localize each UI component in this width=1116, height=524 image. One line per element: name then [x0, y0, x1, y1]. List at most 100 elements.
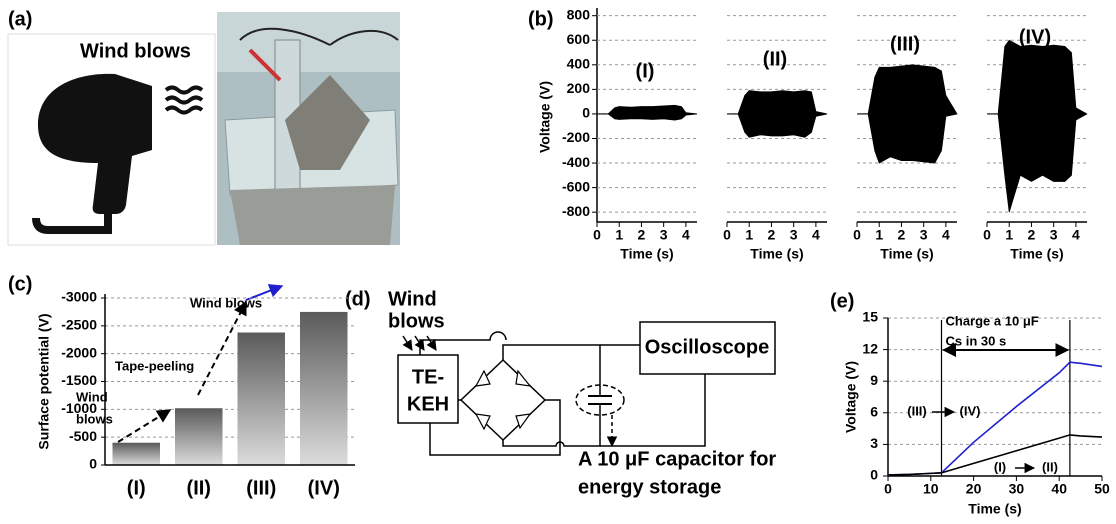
annotation: Charge a 10 μF	[946, 313, 1039, 328]
x-tick-label: 4	[1072, 227, 1080, 243]
x-tick-label: 1	[875, 227, 883, 243]
series-label: (I)	[994, 459, 1006, 474]
series-label: (II)	[1042, 459, 1058, 474]
signal-envelope	[987, 113, 1088, 213]
y-axis-label: Voltage (V)	[843, 361, 859, 433]
y-tick-label: -400	[562, 154, 590, 170]
x-axis-label: Time (s)	[750, 246, 803, 262]
bar	[237, 332, 285, 465]
x-tick-label: 0	[983, 227, 991, 243]
panel-label: (a)	[8, 8, 32, 30]
wind-waves	[164, 85, 204, 115]
x-tick-label: 2	[638, 227, 646, 243]
x-tick-label: 4	[942, 227, 950, 243]
x-tick-label: (II)	[187, 477, 211, 499]
x-tick-label: 40	[1051, 481, 1067, 497]
teh-box	[397, 354, 459, 424]
panel-sub-label: (I)	[636, 60, 655, 82]
x-tick-label: 0	[723, 227, 731, 243]
x-tick-label: 1	[1005, 227, 1013, 243]
x-axis-label: Time (s)	[880, 246, 933, 262]
wind-caption: Wind blows	[80, 40, 191, 62]
oscilloscope-label: Oscilloscope	[645, 336, 770, 358]
capacitor-highlight	[575, 384, 625, 416]
y-tick-label: -3000	[61, 289, 97, 305]
y-tick-label: 800	[567, 6, 591, 22]
annotation: Cs in 30 s	[946, 333, 1007, 348]
panel-sub-label: (II)	[763, 48, 787, 70]
signal-envelope	[727, 90, 828, 115]
wind-label: Wind	[388, 288, 437, 310]
y-tick-label: 0	[870, 467, 878, 483]
y-tick-label: 600	[567, 31, 591, 47]
x-tick-label: 4	[682, 227, 690, 243]
y-tick-label: 0	[582, 105, 590, 121]
y-axis-label: Voltage (V)	[537, 81, 553, 153]
y-tick-label: 9	[870, 372, 878, 388]
teh-label: KEH	[407, 393, 449, 415]
diodes	[474, 369, 532, 431]
capacitor-label: energy storage	[578, 476, 721, 498]
signal-envelope	[727, 113, 828, 138]
annotation: Tape-peeling	[115, 358, 194, 373]
bar	[175, 408, 223, 465]
x-tick-label: 2	[898, 227, 906, 243]
x-tick-label: 1	[745, 227, 753, 243]
x-axis-label: Time (s)	[620, 246, 673, 262]
x-tick-label: 3	[660, 227, 668, 243]
series-line	[887, 434, 1103, 476]
x-tick-label: (I)	[127, 477, 146, 499]
panel-label: (e)	[830, 290, 854, 312]
x-tick-label: 2	[1028, 227, 1036, 243]
x-tick-label: 2	[768, 227, 776, 243]
y-tick-label: 15	[862, 309, 878, 325]
panel-label: (d)	[345, 288, 371, 310]
x-tick-label: 3	[790, 227, 798, 243]
panel-a: Wind blows	[7, 12, 400, 246]
x-tick-label: 0	[853, 227, 861, 243]
y-tick-label: -1500	[61, 372, 97, 388]
dryer-cord	[32, 212, 112, 234]
series-label: (IV)	[960, 403, 981, 418]
y-tick-label: -1000	[61, 400, 97, 416]
signal-envelope	[987, 39, 1088, 115]
annotation: Wind	[76, 389, 108, 404]
y-tick-label: 6	[870, 404, 878, 420]
bar	[112, 442, 160, 465]
x-axis-label: Time (s)	[968, 501, 1021, 517]
panel-sub-label: (III)	[890, 33, 920, 55]
x-axis-label: Time (s)	[1010, 246, 1063, 262]
y-tick-label: 3	[870, 435, 878, 451]
y-tick-label: -2000	[61, 344, 97, 360]
capacitor-label: A 10 μF capacitor for	[578, 448, 776, 470]
x-tick-label: (III)	[246, 477, 276, 499]
circuit-wires	[419, 331, 706, 456]
x-tick-label: 3	[920, 227, 928, 243]
x-tick-label: 30	[1009, 481, 1025, 497]
hair-dryer	[38, 73, 152, 214]
teh-label: TE-	[412, 366, 444, 388]
x-tick-label: 20	[966, 481, 982, 497]
y-tick-label: 0	[89, 456, 97, 472]
annotation: Wind blows	[190, 295, 262, 310]
x-tick-label: 1	[615, 227, 623, 243]
panel-d: Wind blows TE- KEH Oscillo	[388, 288, 776, 498]
signal-envelope	[597, 113, 698, 121]
panel-label: (b)	[528, 8, 554, 30]
x-tick-label: 50	[1094, 481, 1110, 497]
y-tick-label: -200	[562, 129, 590, 145]
y-tick-label: -500	[69, 428, 97, 444]
y-axis-label: Surface potential (V)	[36, 313, 52, 449]
y-tick-label: -800	[562, 203, 590, 219]
panel-label: (c)	[8, 273, 32, 295]
device-photo	[217, 12, 400, 245]
bar	[300, 311, 348, 465]
oscilloscope-box	[639, 321, 776, 375]
y-tick-label: 400	[567, 56, 591, 72]
y-tick-label: 200	[567, 80, 591, 96]
y-tick-label: -600	[562, 178, 590, 194]
x-tick-label: 0	[884, 481, 892, 497]
x-tick-label: 10	[923, 481, 939, 497]
x-tick-label: (IV)	[308, 477, 340, 499]
